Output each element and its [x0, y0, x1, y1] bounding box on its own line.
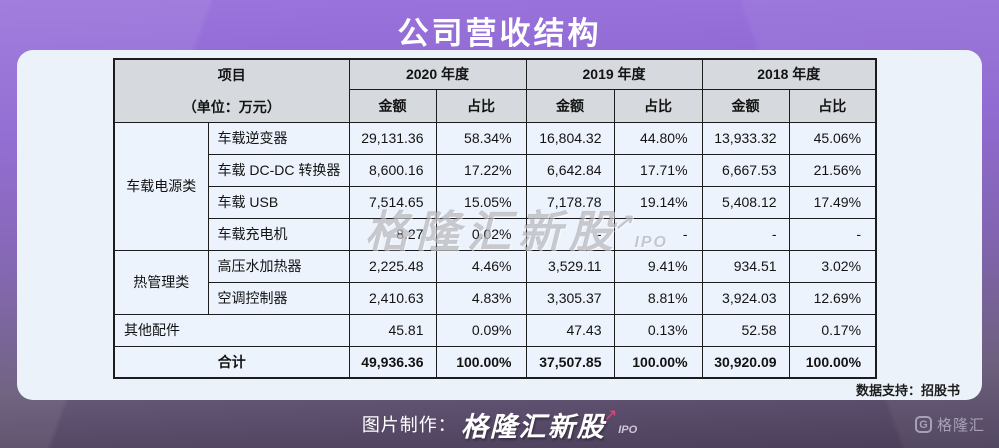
value-amount: 934.51 [701, 249, 790, 283]
year-header: 2019 年度 [525, 58, 703, 90]
table-row: 车载电源类 车载逆变器 29,131.36 58.34% 16,804.32 44.80%… [113, 121, 877, 251]
ratio-header: 占比 [788, 88, 877, 123]
table-row: 车载 DC-DC 转换器 8,600.16 17.22% 6,642.84 17.71%… [114, 153, 877, 187]
value-amount: 8.27 [348, 217, 437, 251]
value-ratio: 17.71% [613, 153, 703, 187]
project-label: 项目 [217, 66, 246, 83]
footer-bar: 图片制作： 格隆汇新股 ↗ IPO [0, 400, 999, 448]
brand-wordmark: 格隆汇新股 [460, 411, 606, 442]
table-row: 空调控制器 2,410.63 4.83% 3,305.37 8.81% 3,924.03 1… [114, 281, 877, 315]
total-amount: 49,936.36 [348, 345, 437, 379]
value-amount: 3,529.11 [525, 249, 615, 283]
other-ratio: 0.17% [788, 313, 877, 347]
value-ratio: 9.41% [613, 249, 703, 283]
item-cell: 空调控制器 [207, 281, 350, 315]
value-amount: 8,600.16 [348, 153, 437, 187]
value-amount: 6,667.53 [701, 153, 790, 187]
credit-line: 图片制作： 格隆汇新股 ↗ IPO [362, 405, 637, 444]
revenue-table: 项目 （单位：万元） 2020 年度 2019 年度 2018 年度 金额 占比 金额 占比 金额… [113, 58, 878, 379]
ratio-header: 占比 [435, 88, 527, 123]
total-ratio: 100.00% [788, 345, 877, 379]
value-amount: 29,131.36 [348, 121, 437, 155]
value-amount: - [701, 217, 790, 251]
value-amount: 3,305.37 [525, 281, 615, 315]
value-ratio: 4.83% [435, 281, 527, 315]
value-amount: 3,924.03 [701, 281, 790, 315]
table-row-total: 合计 49,936.36 100.00% 37,507.85 100.00% 30,920… [113, 345, 877, 379]
content-panel: 项目 （单位：万元） 2020 年度 2019 年度 2018 年度 金额 占比 金额 占比 金额… [17, 50, 982, 400]
value-ratio: 0.02% [435, 217, 527, 251]
gelonghui-logo: G 格隆汇 [914, 414, 985, 435]
brand-sub: IPO [618, 424, 638, 436]
table-row-other: 其他配件 45.81 0.09% 47.43 0.13% 52.58 0.17% [113, 313, 877, 347]
total-ratio: 100.00% [613, 345, 703, 379]
value-amount: 13,933.32 [701, 121, 790, 155]
value-ratio: - [788, 217, 877, 251]
project-header: 项目 （单位：万元） [113, 58, 350, 123]
other-amount: 45.81 [348, 313, 437, 347]
value-amount: 2,225.48 [348, 249, 437, 283]
item-cell: 车载 DC-DC 转换器 [207, 153, 350, 187]
table-row: 车载充电机 8.27 0.02% - - - - [114, 217, 877, 251]
value-ratio: 19.14% [613, 185, 703, 219]
table-row: 热管理类 高压水加热器 2,225.48 4.46% 3,529.11 9.41% 934.… [113, 249, 877, 315]
gelonghui-icon: G [914, 416, 932, 433]
page-title: 公司营收结构 [397, 16, 602, 51]
value-ratio: 12.69% [788, 281, 877, 315]
total-label: 合计 [113, 345, 350, 379]
amount-header: 金额 [348, 88, 437, 123]
total-amount: 30,920.09 [701, 345, 790, 379]
value-ratio: 8.81% [613, 281, 703, 315]
table-header-row: 项目 （单位：万元） 2020 年度 2019 年度 2018 年度 [113, 58, 877, 123]
item-cell: 车载充电机 [207, 217, 350, 251]
credit-prefix: 图片制作： [361, 415, 457, 435]
gelonghui-logo-text: 格隆汇 [936, 417, 985, 434]
year-header: 2020 年度 [348, 58, 527, 90]
unit-label: （单位：万元） [182, 98, 281, 115]
total-ratio: 100.00% [435, 345, 527, 379]
value-ratio: 4.46% [435, 249, 527, 283]
value-amount: 6,642.84 [525, 153, 615, 187]
category-cell: 车载电源类 [113, 121, 209, 251]
other-ratio: 0.13% [613, 313, 703, 347]
amount-header: 金额 [701, 88, 790, 123]
value-ratio: 15.05% [435, 185, 527, 219]
value-ratio: 58.34% [435, 121, 527, 155]
other-label: 其他配件 [113, 313, 350, 347]
value-amount: 2,410.63 [348, 281, 437, 315]
value-amount: - [525, 217, 615, 251]
other-amount: 52.58 [701, 313, 790, 347]
value-ratio: 44.80% [613, 121, 703, 155]
year-header: 2018 年度 [701, 58, 877, 90]
item-cell: 高压水加热器 [207, 249, 350, 283]
ratio-header: 占比 [613, 88, 703, 123]
value-ratio: 21.56% [788, 153, 877, 187]
value-ratio: - [613, 217, 703, 251]
category-cell: 热管理类 [113, 249, 209, 315]
total-amount: 37,507.85 [525, 345, 615, 379]
value-ratio: 17.22% [435, 153, 527, 187]
value-ratio: 3.02% [788, 249, 877, 283]
value-amount: 7,178.78 [525, 185, 615, 219]
other-ratio: 0.09% [435, 313, 527, 347]
item-cell: 车载逆变器 [207, 121, 350, 155]
amount-header: 金额 [525, 88, 615, 123]
other-amount: 47.43 [525, 313, 615, 347]
data-source-note: 数据支持：招股书 [855, 383, 960, 398]
table-subheader-row: 金额 占比 金额 占比 金额 占比 [114, 88, 877, 123]
value-amount: 7,514.65 [348, 185, 437, 219]
value-amount: 16,804.32 [525, 121, 615, 155]
table-row: 车载 USB 7,514.65 15.05% 7,178.78 19.14% 5,408.… [114, 185, 877, 219]
item-cell: 车载 USB [207, 185, 350, 219]
value-amount: 5,408.12 [701, 185, 790, 219]
value-ratio: 45.06% [788, 121, 877, 155]
arrow-up-right-icon: ↗ [603, 407, 618, 424]
value-ratio: 17.49% [788, 185, 877, 219]
